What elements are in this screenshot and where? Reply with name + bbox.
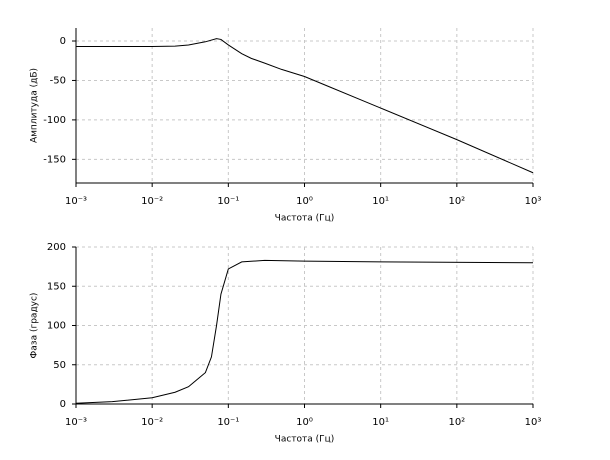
x-tick-label: 10⁻² <box>141 417 163 428</box>
curve <box>76 38 534 174</box>
y-tick-label: 150 <box>47 281 66 292</box>
y-tick-label: 50 <box>53 360 66 371</box>
y-tick-label: 200 <box>47 242 66 253</box>
y-tick-label: -50 <box>50 75 66 86</box>
x-tick-label: 10² <box>448 196 465 207</box>
y-tick-label: -150 <box>43 154 66 165</box>
y-tick-label: -100 <box>43 115 66 126</box>
x-tick-label: 10³ <box>525 196 542 207</box>
y-tick-label: 0 <box>60 399 66 410</box>
x-tick-label: 10³ <box>525 417 542 428</box>
x-tick-label: 10⁻³ <box>65 196 87 207</box>
x-tick-label: 10⁻³ <box>65 417 87 428</box>
y-tick-label: 100 <box>47 321 66 332</box>
x-axis-label: Частота (Гц) <box>275 435 335 445</box>
x-tick-label: 10⁻¹ <box>217 417 239 428</box>
x-tick-label: 10⁰ <box>296 417 313 428</box>
y-axis-label: Амплитуда (дБ) <box>30 68 40 143</box>
x-axis-label: Частота (Гц) <box>275 214 335 224</box>
y-axis-label: Фаза (градус) <box>30 293 40 359</box>
x-tick-label: 10² <box>448 417 465 428</box>
x-tick-label: 10⁰ <box>296 196 313 207</box>
x-tick-label: 10⁻¹ <box>217 196 239 207</box>
x-tick-label: 10¹ <box>372 196 389 207</box>
y-tick-label: 0 <box>60 36 66 47</box>
curve <box>75 259 534 404</box>
x-tick-label: 10⁻² <box>141 196 163 207</box>
x-tick-label: 10¹ <box>372 417 389 428</box>
